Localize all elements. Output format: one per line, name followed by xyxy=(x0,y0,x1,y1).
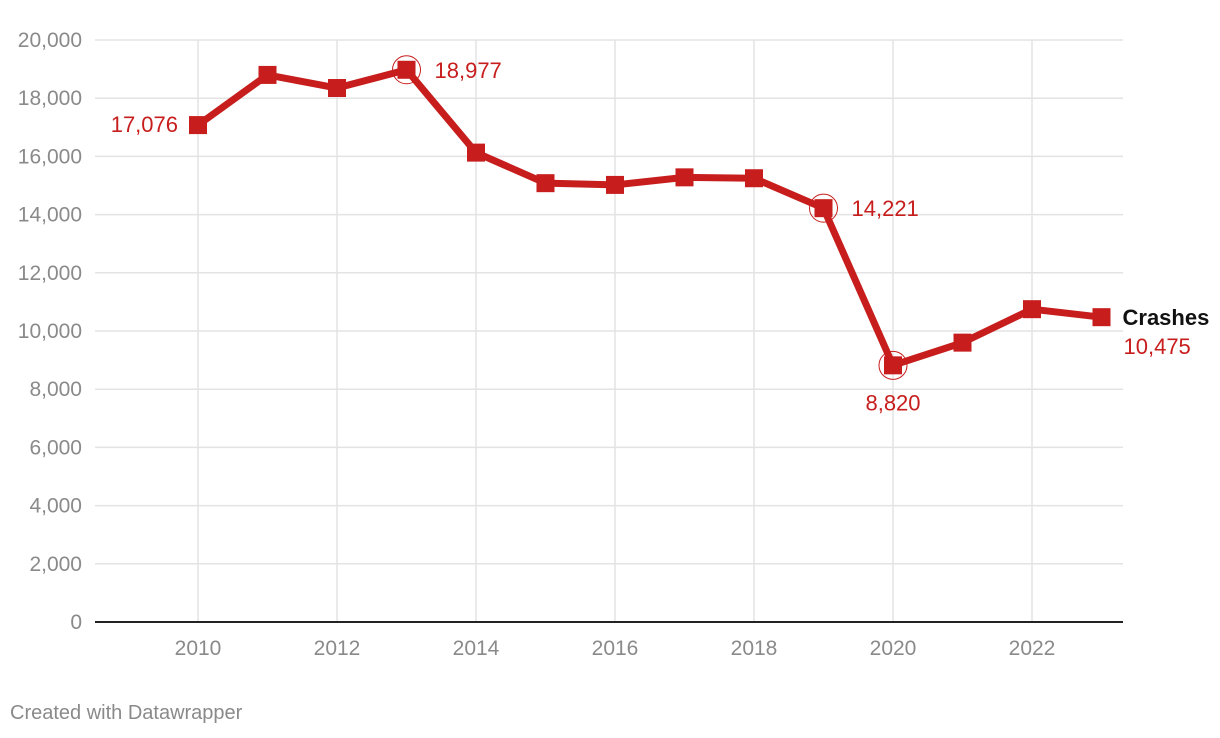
y-tick-label: 2,000 xyxy=(29,553,82,576)
data-point-marker xyxy=(675,168,694,187)
data-point-marker xyxy=(814,199,833,218)
data-point-marker xyxy=(1023,300,1041,319)
y-axis: 0 2,000 4,000 6,000 8,000 10,000 12,000 14,000 1… xyxy=(18,29,82,634)
x-tick-label: 2016 xyxy=(592,637,639,660)
x-tick-label: 2014 xyxy=(453,637,500,660)
data-point-marker xyxy=(467,143,485,162)
y-tick-label: 8,000 xyxy=(29,378,82,401)
x-tick-label: 2020 xyxy=(870,637,917,660)
x-tick-label: 2012 xyxy=(314,637,361,660)
highlight-ring xyxy=(809,193,838,223)
series-name-label: Crashes xyxy=(1123,305,1210,330)
data-point-marker xyxy=(328,79,346,98)
y-tick-label: 0 xyxy=(70,611,82,634)
x-tick-label: 2018 xyxy=(731,637,778,660)
y-tick-label: 4,000 xyxy=(29,495,82,518)
y-tick-label: 14,000 xyxy=(18,204,82,227)
data-point-marker xyxy=(189,116,207,135)
highlight-ring xyxy=(392,55,421,85)
gridlines xyxy=(95,39,1123,622)
y-tick-label: 18,000 xyxy=(18,87,82,110)
y-tick-label: 12,000 xyxy=(18,262,82,285)
x-tick-label: 2022 xyxy=(1009,637,1056,660)
series-crashes xyxy=(189,55,1111,380)
y-tick-label: 10,000 xyxy=(18,320,82,343)
value-label: 10,475 xyxy=(1124,334,1191,359)
data-point-marker xyxy=(258,65,277,84)
y-tick-label: 16,000 xyxy=(18,145,82,168)
value-label: 17,076 xyxy=(111,112,178,137)
series-line xyxy=(194,66,1105,369)
data-point-marker xyxy=(397,60,416,79)
y-tick-label: 20,000 xyxy=(18,29,82,52)
data-point-marker xyxy=(953,333,972,352)
value-label: 18,977 xyxy=(435,58,502,83)
data-point-marker xyxy=(606,175,624,194)
annotations: 17,076 18,977 14,221 8,820 10,475 Crashes xyxy=(111,58,1210,416)
y-tick-label: 6,000 xyxy=(29,436,82,459)
data-point-marker xyxy=(745,169,763,188)
highlight-ring xyxy=(878,350,908,380)
data-point-marker xyxy=(884,356,902,375)
data-point-marker xyxy=(536,174,555,193)
data-point-marker xyxy=(1092,308,1111,327)
footer-credit: Created with Datawrapper xyxy=(10,702,243,724)
value-label: 8,820 xyxy=(865,390,920,415)
value-label: 14,221 xyxy=(852,196,919,221)
x-axis: 2010 2012 2014 2016 2018 2020 2022 xyxy=(95,621,1123,660)
x-tick-label: 2010 xyxy=(175,637,222,660)
